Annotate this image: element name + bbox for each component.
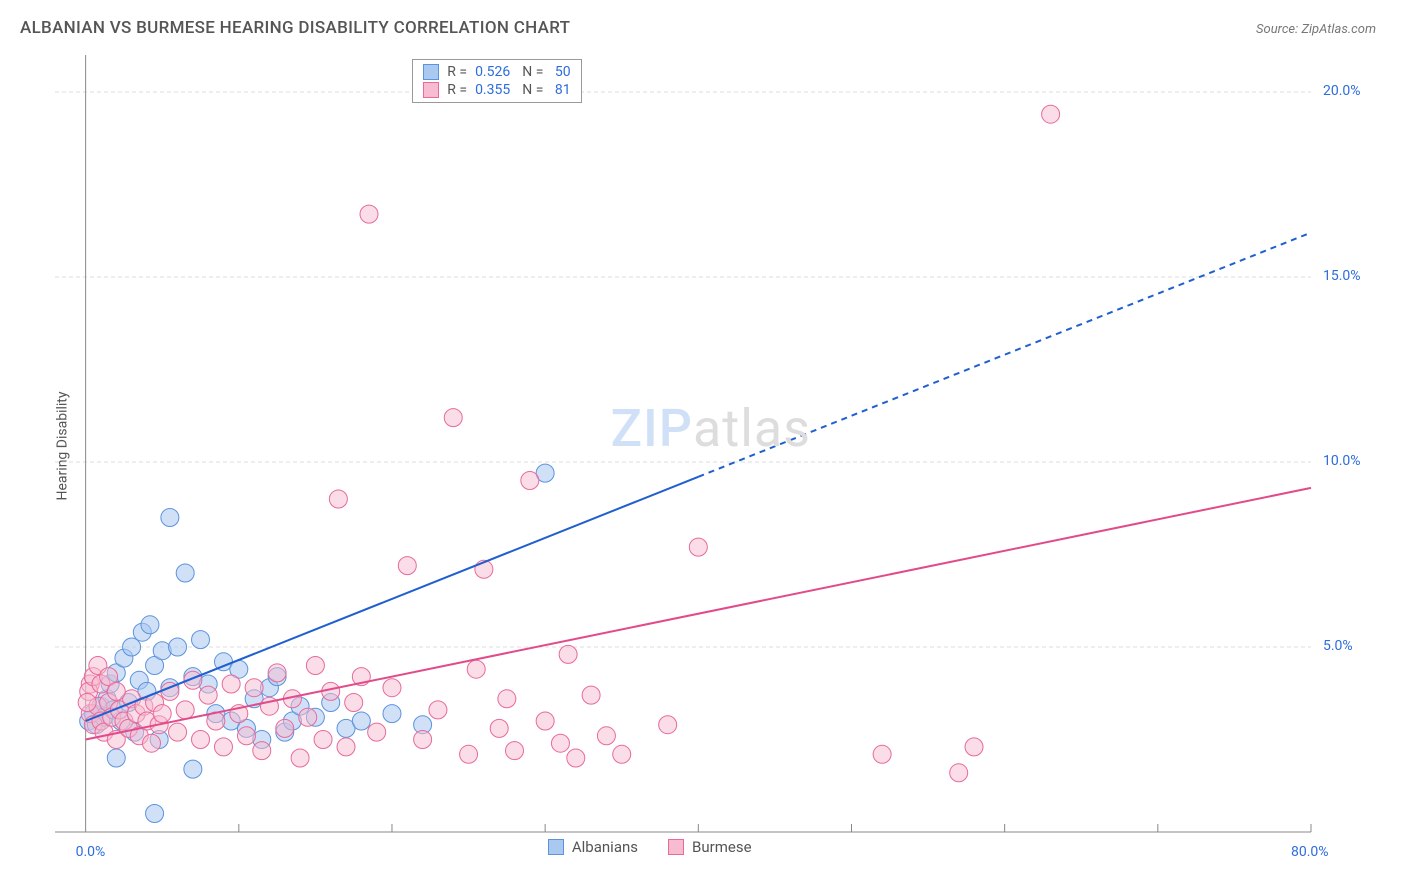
- data-point: [659, 716, 677, 734]
- data-point: [521, 472, 539, 490]
- data-point: [582, 686, 600, 704]
- source-label: Source:: [1256, 22, 1298, 37]
- legend-r-label: R =: [447, 64, 467, 80]
- data-point: [153, 705, 171, 723]
- data-point: [237, 727, 255, 745]
- data-point: [398, 557, 416, 575]
- data-point: [314, 731, 332, 749]
- data-point: [78, 694, 96, 712]
- data-point: [107, 749, 125, 767]
- data-point: [222, 675, 240, 693]
- data-point: [551, 734, 569, 752]
- y-tick-label: 5.0%: [1323, 638, 1353, 654]
- data-point: [460, 745, 478, 763]
- data-point: [597, 727, 615, 745]
- y-tick-label: 20.0%: [1323, 83, 1361, 99]
- data-point: [146, 805, 164, 823]
- data-point: [141, 616, 159, 634]
- trend-line-extrapolated: [698, 233, 1311, 477]
- data-point: [306, 657, 324, 675]
- data-point: [345, 694, 363, 712]
- data-point: [245, 679, 263, 697]
- data-point: [498, 690, 516, 708]
- plot-area: ZIPatlas R =0.526N = 50R =0.355N = 81: [55, 55, 1311, 832]
- data-point: [192, 731, 210, 749]
- data-point: [253, 742, 271, 760]
- data-point: [107, 682, 125, 700]
- data-point: [176, 564, 194, 582]
- data-point: [184, 760, 202, 778]
- legend-swatch: [548, 839, 564, 855]
- legend-n-value: 50: [551, 64, 570, 80]
- legend-swatch: [423, 64, 439, 80]
- data-point: [176, 701, 194, 719]
- y-tick-label: 15.0%: [1323, 268, 1361, 284]
- data-point: [169, 723, 187, 741]
- data-point: [490, 719, 508, 737]
- data-point: [383, 679, 401, 697]
- data-point: [429, 701, 447, 719]
- data-point: [467, 660, 485, 678]
- data-point: [368, 723, 386, 741]
- x-axis-min-label: 0.0%: [76, 844, 106, 860]
- data-point: [1042, 105, 1060, 123]
- data-point: [199, 686, 217, 704]
- legend-correlation: R = 0.526 N = 50 R = 0.355 N = 81: [412, 59, 581, 103]
- data-point: [965, 738, 983, 756]
- legend-r-label: R =: [447, 82, 467, 98]
- data-point: [414, 731, 432, 749]
- legend-label: Albanians: [572, 838, 638, 856]
- legend-n-value: 81: [551, 82, 570, 98]
- legend-swatch: [423, 82, 439, 98]
- legend-label: Burmese: [692, 838, 752, 856]
- data-point: [329, 490, 347, 508]
- data-point: [950, 764, 968, 782]
- data-point: [352, 712, 370, 730]
- legend-n-label: N =: [522, 82, 543, 98]
- data-point: [383, 705, 401, 723]
- data-point: [689, 538, 707, 556]
- data-point: [276, 719, 294, 737]
- source-value: ZipAtlas.com: [1301, 22, 1376, 37]
- y-tick-label: 10.0%: [1323, 453, 1361, 469]
- data-point: [506, 742, 524, 760]
- data-point: [291, 749, 309, 767]
- data-point: [536, 712, 554, 730]
- data-point: [873, 745, 891, 763]
- chart-title: ALBANIAN VS BURMESE HEARING DISABILITY C…: [20, 18, 570, 38]
- legend-series: Albanians Burmese: [548, 838, 752, 856]
- data-point: [169, 638, 187, 656]
- data-point: [161, 509, 179, 527]
- trend-line: [86, 488, 1311, 740]
- data-point: [444, 409, 462, 427]
- legend-r-value: 0.526: [475, 64, 510, 80]
- legend-item: Albanians: [548, 838, 638, 856]
- legend-swatch: [668, 839, 684, 855]
- data-point: [123, 638, 141, 656]
- legend-item: Burmese: [668, 838, 752, 856]
- data-point: [192, 631, 210, 649]
- source-credit: Source: ZipAtlas.com: [1256, 22, 1376, 37]
- data-point: [214, 738, 232, 756]
- data-point: [567, 749, 585, 767]
- data-point: [360, 205, 378, 223]
- legend-row: R = 0.526 N = 50: [423, 64, 570, 80]
- scatter-chart: [55, 55, 1311, 832]
- data-point: [613, 745, 631, 763]
- data-point: [299, 708, 317, 726]
- x-axis-max-label: 80.0%: [1291, 844, 1329, 860]
- data-point: [268, 664, 286, 682]
- legend-row: R = 0.355 N = 81: [423, 82, 570, 98]
- legend-r-value: 0.355: [475, 82, 510, 98]
- legend-n-label: N =: [522, 64, 543, 80]
- data-point: [142, 734, 160, 752]
- data-point: [337, 738, 355, 756]
- data-point: [559, 645, 577, 663]
